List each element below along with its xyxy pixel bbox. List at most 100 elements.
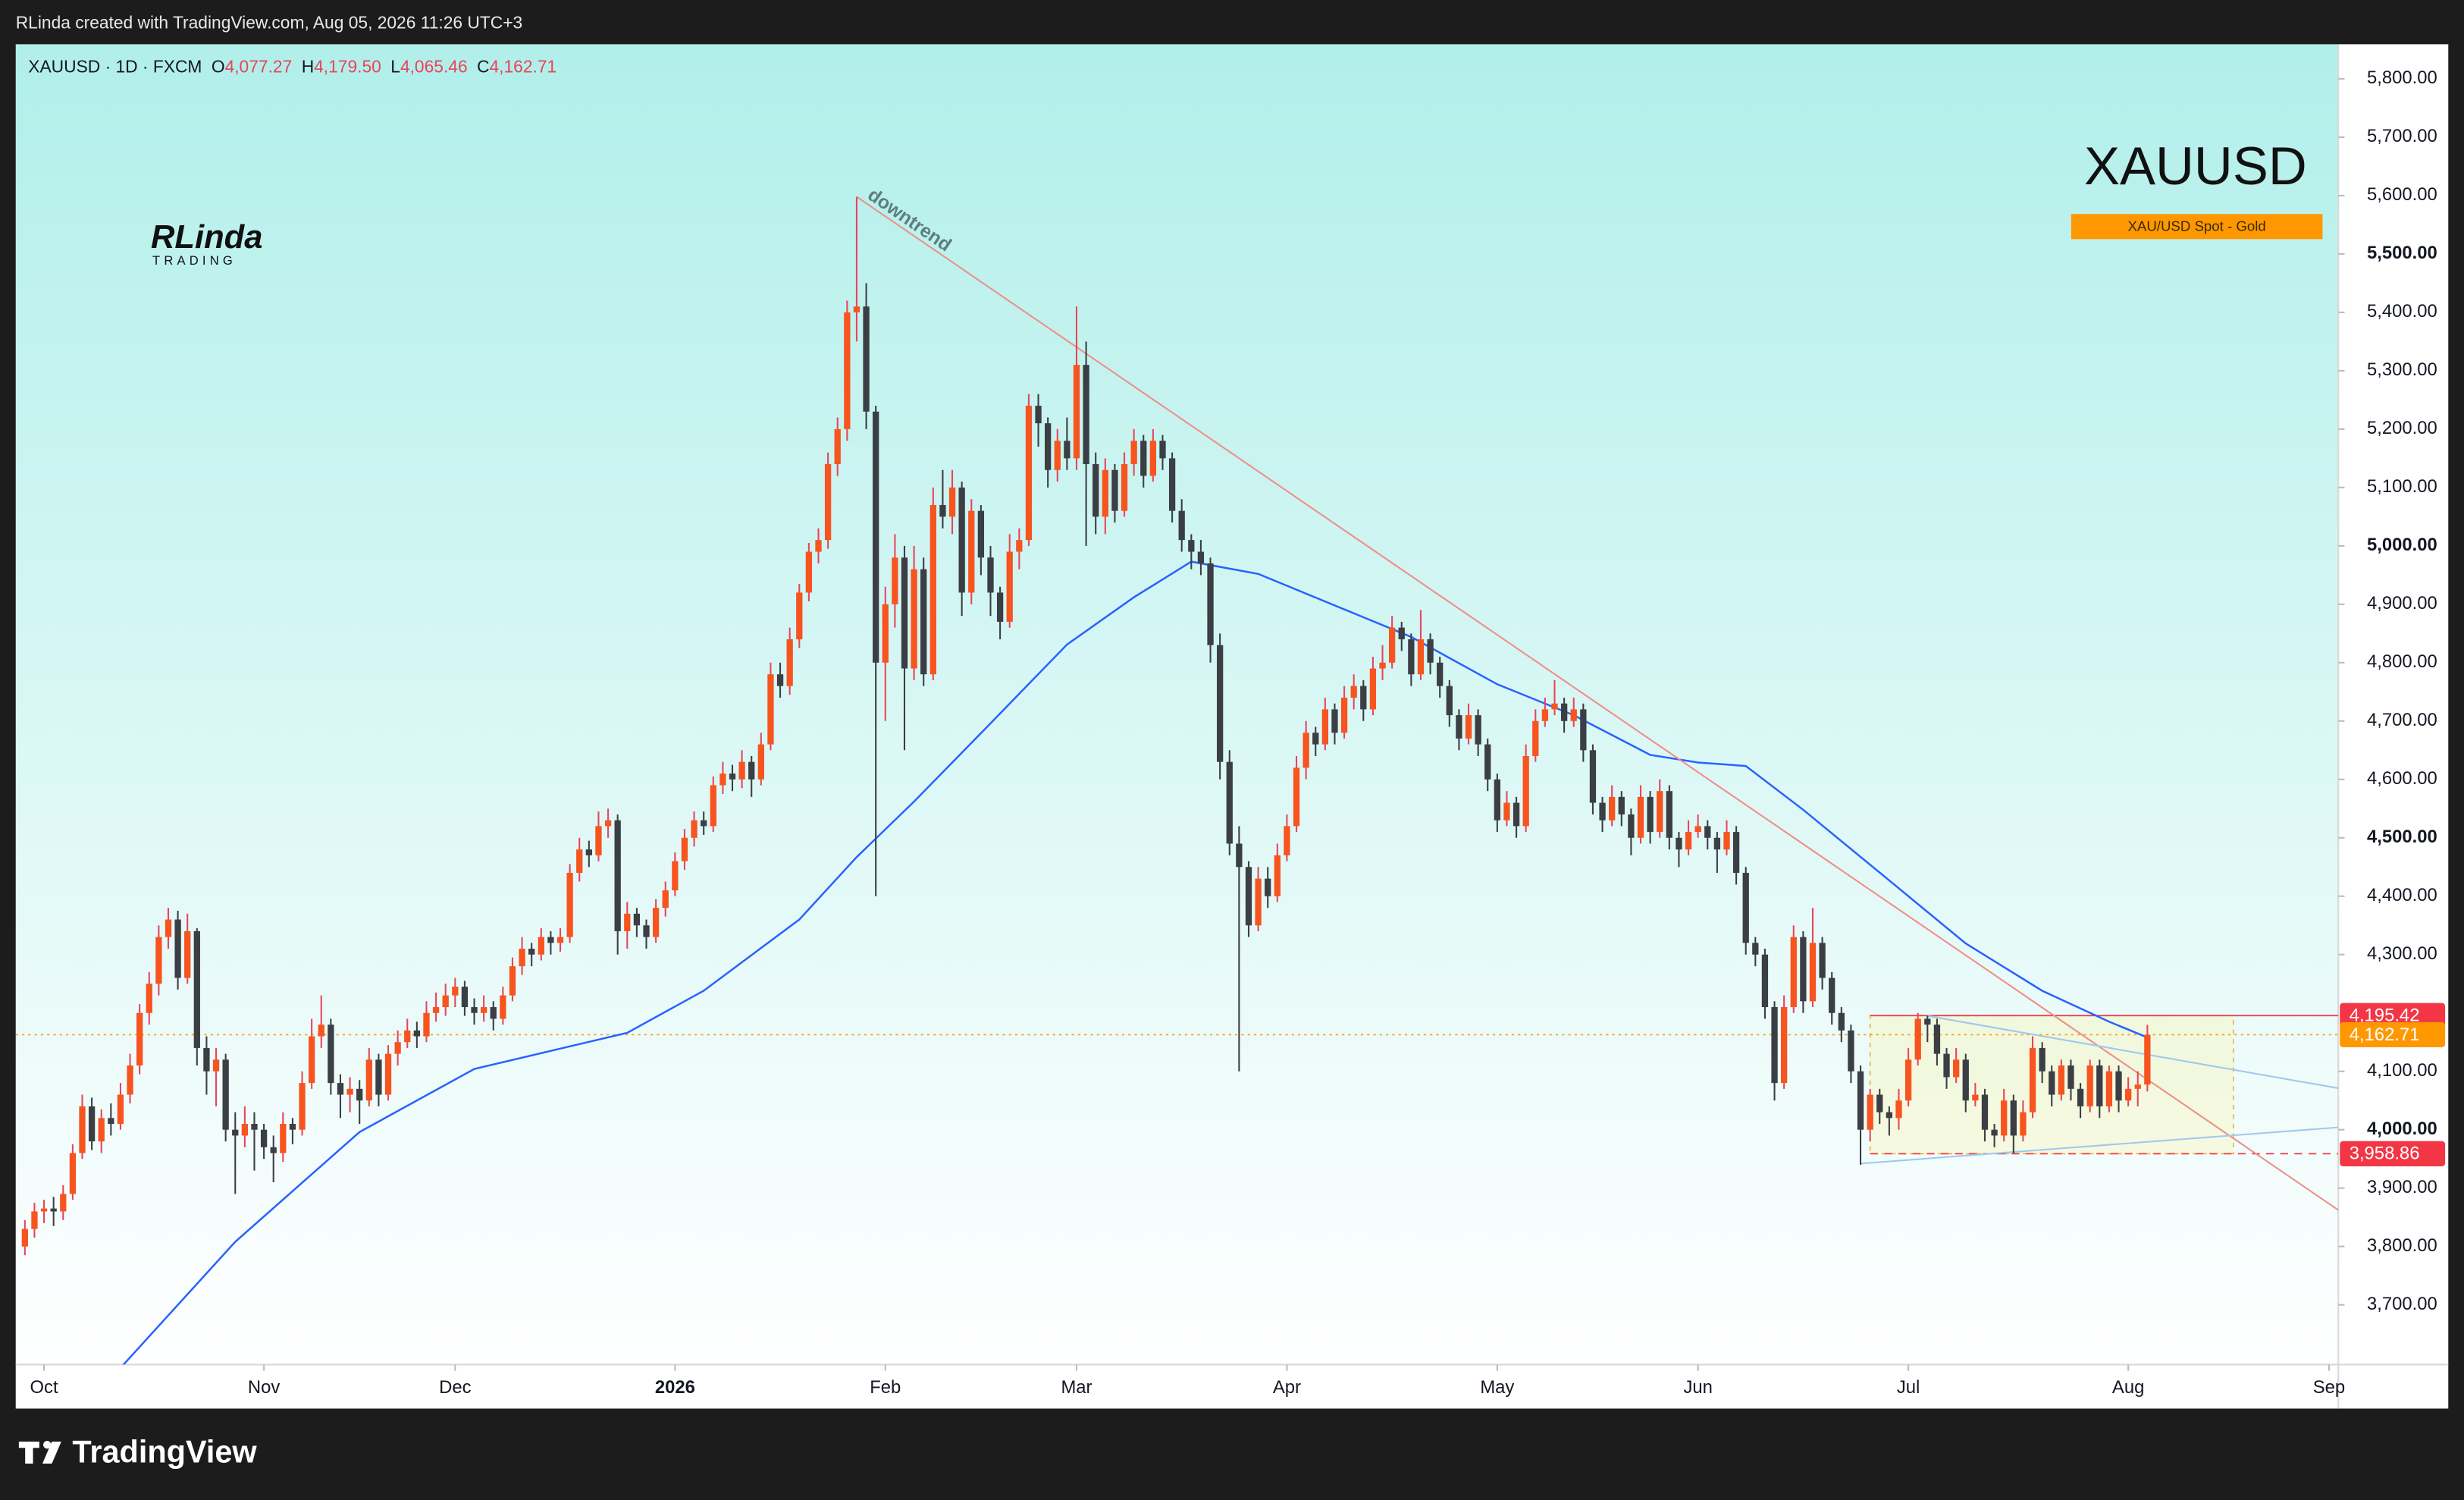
candle-body [528, 949, 535, 955]
candle-body [901, 557, 908, 669]
candle-body [490, 1007, 497, 1019]
candle-body [69, 1153, 77, 1194]
candle-body [394, 1042, 401, 1054]
candle-body [1245, 867, 1252, 926]
footer-brand: TradingView [72, 1434, 257, 1470]
candle-body [681, 837, 688, 861]
candle-body [509, 966, 516, 996]
y-tick-label: 5,600.00 [2367, 184, 2437, 205]
candle-body [260, 1129, 268, 1147]
candle-body [1159, 441, 1166, 459]
candle-body [1236, 843, 1243, 868]
trendline [1860, 1126, 2339, 1165]
candle-body [452, 987, 459, 996]
candle-body [1924, 1018, 1931, 1025]
overlay: 4,195.424,162.713,958.86 [2340, 1003, 2446, 1166]
y-tick-label: 4,300.00 [2367, 943, 2437, 964]
candle-body [834, 428, 841, 465]
candle-body [1704, 826, 1711, 838]
candle-body [1857, 1071, 1864, 1130]
y-tick-label: 4,700.00 [2367, 710, 2437, 730]
candle-body [50, 1208, 57, 1212]
price-badge [2340, 1003, 2446, 1028]
candle-body [2086, 1065, 2093, 1106]
candle-body [1331, 709, 1338, 733]
candle-body [480, 1007, 487, 1013]
watermark-title: XAUUSD [2084, 136, 2307, 196]
x-tick-label: Apr [1273, 1377, 1301, 1398]
candle-body [1168, 458, 1176, 511]
y-tick-label: 4,800.00 [2367, 651, 2437, 672]
candle-body [1417, 639, 1425, 675]
candle-body [1312, 733, 1319, 745]
candle-body [624, 913, 631, 931]
candle-body [929, 504, 936, 675]
y-tick-label: 4,900.00 [2367, 593, 2437, 613]
y-tick-label: 4,400.00 [2367, 885, 2437, 905]
candle-body [1140, 441, 1147, 476]
candle-body [1790, 937, 1797, 1008]
candle-body [1676, 837, 1682, 850]
candle-body [566, 872, 573, 937]
candle-body [844, 312, 851, 429]
candle-body [1035, 406, 1042, 424]
candle-body [1895, 1100, 1902, 1119]
candle-body [2077, 1088, 2084, 1106]
candle-body [1350, 686, 1357, 698]
x-tick-label: Aug [2112, 1377, 2144, 1398]
candle-body [968, 510, 975, 593]
candle-body [576, 849, 583, 873]
candle-body [1732, 832, 1740, 873]
candle-body [987, 557, 994, 593]
candle-body [1303, 733, 1309, 768]
candle-body [423, 1012, 430, 1037]
candle-body [1494, 779, 1500, 821]
candle-body [1016, 540, 1023, 552]
candle-body [719, 774, 726, 786]
candle-body [212, 1059, 220, 1072]
candle-body [604, 820, 612, 827]
candle-body [2134, 1084, 2141, 1089]
candle-body [117, 1094, 124, 1125]
x-tick-label: Mar [1061, 1377, 1092, 1398]
plot: downtrend [15, 184, 2339, 1365]
x-tick-label: 2026 [655, 1377, 695, 1398]
legend-key: O [212, 56, 225, 76]
candle-body [461, 987, 469, 1008]
candle-body [911, 569, 917, 669]
legend-value: 4,065.46 [400, 56, 468, 76]
candle-body [863, 306, 870, 412]
candle-body [155, 937, 162, 984]
candle-body [203, 1047, 210, 1072]
candle-body [633, 913, 641, 926]
candle-body [1427, 639, 1434, 663]
candle-body [1255, 878, 1262, 926]
candle-body [796, 592, 803, 640]
candle-body [1933, 1025, 1941, 1054]
x-tick-label: May [1480, 1377, 1514, 1398]
candle-body [1340, 697, 1348, 733]
candle-body [2115, 1071, 2122, 1101]
candle-body [1388, 627, 1396, 663]
candle-body [1102, 469, 1108, 517]
moving-average [122, 560, 2148, 1365]
candle-body [1952, 1059, 1960, 1078]
legend-value: 4,179.50 [314, 56, 381, 76]
candle-body [2010, 1100, 2017, 1136]
legend-value: 4,077.27 [225, 56, 293, 76]
candle-body [2039, 1047, 2045, 1072]
candle-body [1321, 709, 1328, 745]
y-tick-label: 5,100.00 [2367, 476, 2437, 497]
candle-body [996, 592, 1004, 622]
trendline [856, 196, 2339, 1211]
candle-body [31, 1211, 38, 1229]
candle-body [40, 1208, 48, 1212]
y-tick-label: 5,800.00 [2367, 67, 2437, 88]
candle-body [948, 487, 956, 517]
candle-body [1742, 872, 1749, 943]
candle-body [1723, 832, 1730, 850]
candle-body [1991, 1129, 1998, 1136]
logo-tagline: TRADING [152, 253, 237, 268]
candle-body [1064, 441, 1071, 459]
candle-body [1188, 540, 1195, 552]
